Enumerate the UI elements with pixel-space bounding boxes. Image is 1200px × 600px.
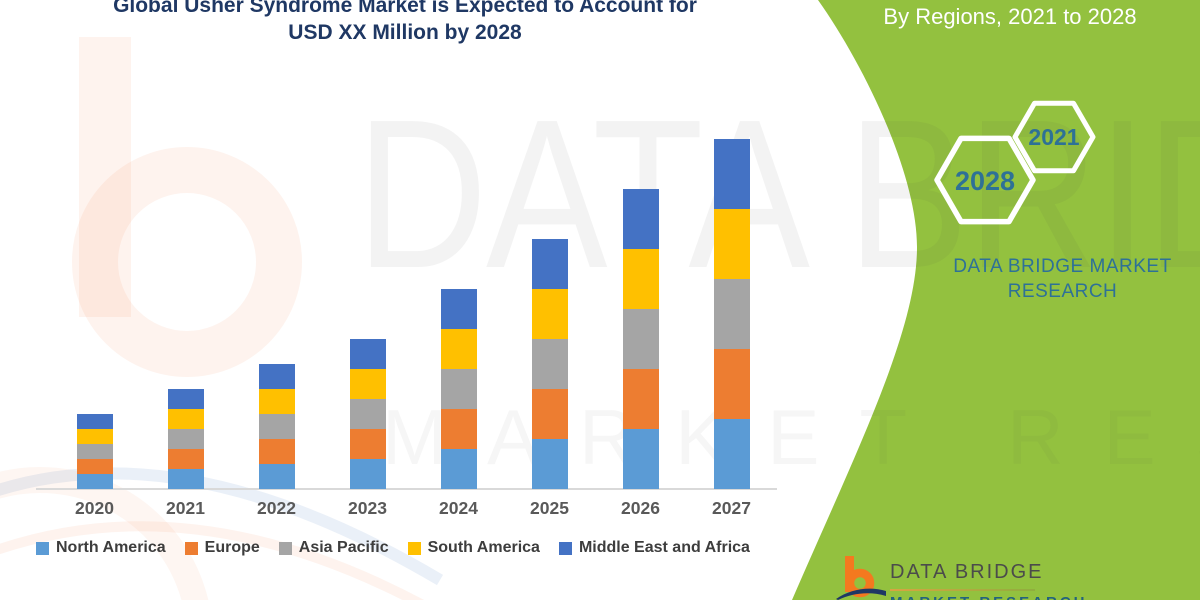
bar-segment-middle-east-and-africa (531, 239, 568, 289)
bar-column-2024: 2024 (413, 130, 504, 518)
x-axis-label-2027: 2027 (712, 498, 751, 518)
bar-column-2022: 2022 (231, 130, 322, 518)
bar-stack-2024 (440, 289, 477, 489)
bar-segment-north-america (349, 459, 386, 489)
footer-logo-name: DATA BRIDGE (890, 561, 1044, 583)
bar-segment-south-america (440, 329, 477, 369)
x-axis-label-2022: 2022 (257, 498, 296, 518)
bar-segment-middle-east-and-africa (440, 289, 477, 329)
legend-item-north-america: North America (36, 539, 166, 557)
bar-stack-2026 (622, 189, 659, 489)
bar-segment-north-america (622, 429, 659, 489)
bar-segment-asia-pacific (76, 444, 113, 459)
legend-label: Europe (204, 539, 260, 556)
bar-segment-south-america (713, 209, 750, 279)
bar-stack-2023 (349, 339, 386, 489)
bar-segment-north-america (76, 474, 113, 489)
bar-segment-asia-pacific (531, 339, 568, 389)
legend-swatch-icon (407, 541, 421, 555)
chart-title-line1: Global Usher Syndrome Market is Expected… (113, 0, 697, 17)
bar-segment-south-america (531, 289, 568, 339)
bar-column-2021: 2021 (140, 130, 231, 518)
bar-segment-south-america (258, 389, 295, 414)
x-axis-label-2026: 2026 (621, 498, 660, 518)
bar-segment-europe (258, 439, 295, 464)
bar-column-2026: 2026 (595, 130, 686, 518)
bar-segment-europe (76, 459, 113, 474)
side-panel-brand-line1: DATA BRIDGE MARKET (953, 256, 1172, 277)
bar-plot-area: 2020 2021 2022 2023 2024 2025 2026 2027 (49, 130, 777, 518)
bar-segment-europe (713, 349, 750, 419)
footer-logo-subname: MARKET RESEARCH (890, 594, 1088, 600)
bar-segment-north-america (531, 439, 568, 489)
chart-title-line2: USD XX Million by 2028 (288, 21, 522, 44)
chart-title: Global Usher Syndrome Market is Expected… (20, 0, 790, 46)
bar-segment-europe (622, 369, 659, 429)
bar-column-2023: 2023 (322, 130, 413, 518)
bar-segment-south-america (622, 249, 659, 309)
watermark-spaced-text: MARKET RESEARCH (382, 393, 1200, 481)
bar-stack-2027 (713, 139, 750, 489)
x-axis-label-2021: 2021 (166, 498, 205, 518)
bar-stack-2022 (258, 364, 295, 489)
bar-segment-middle-east-and-africa (349, 339, 386, 369)
bar-column-2027: 2027 (686, 130, 777, 518)
legend-swatch-icon (278, 541, 292, 555)
footer-swoosh (836, 588, 886, 600)
bar-segment-north-america (258, 464, 295, 489)
x-axis-label-2025: 2025 (530, 498, 569, 518)
bar-segment-asia-pacific (622, 309, 659, 369)
legend-label: Asia Pacific (298, 539, 389, 556)
bar-segment-europe (531, 389, 568, 439)
x-axis-label-2024: 2024 (439, 498, 478, 518)
bar-segment-europe (349, 429, 386, 459)
bar-segment-asia-pacific (167, 429, 204, 449)
x-axis-line (36, 488, 777, 490)
x-axis-label-2023: 2023 (348, 498, 387, 518)
legend-item-middle-east-and-africa: Middle East and Africa (558, 539, 750, 557)
bar-segment-europe (440, 409, 477, 449)
legend-swatch-icon (558, 541, 572, 555)
bar-segment-north-america (440, 449, 477, 489)
bar-segment-asia-pacific (349, 399, 386, 429)
legend-label: North America (56, 539, 166, 556)
footer-logo-icon (836, 556, 886, 600)
legend-swatch-icon (184, 541, 198, 555)
bar-stack-2025 (531, 239, 568, 489)
legend-item-europe: Europe (184, 539, 260, 557)
x-axis-label-2020: 2020 (75, 498, 114, 518)
bar-segment-asia-pacific (713, 279, 750, 349)
bar-segment-south-america (76, 429, 113, 444)
side-panel-brand-line2: RESEARCH (1007, 281, 1118, 302)
bar-segment-asia-pacific (258, 414, 295, 439)
bar-segment-asia-pacific (440, 369, 477, 409)
side-panel-brand: DATA BRIDGE MARKET RESEARCH (940, 254, 1185, 304)
bar-stack-2021 (167, 389, 204, 489)
bar-segment-north-america (167, 469, 204, 489)
bar-column-2020: 2020 (49, 130, 140, 518)
legend-label: Middle East and Africa (578, 539, 750, 556)
side-panel-heading: By Regions, 2021 to 2028 (883, 4, 1137, 29)
chart-legend: North America Europe Asia Pacific South Ame… (36, 539, 750, 557)
legend-label: South America (427, 539, 540, 556)
bar-segment-middle-east-and-africa (258, 364, 295, 389)
hexagon-2028-label: 2028 (954, 166, 1016, 196)
bar-column-2025: 2025 (504, 130, 595, 518)
bar-segment-south-america (167, 409, 204, 429)
bar-segment-middle-east-and-africa (622, 189, 659, 249)
legend-swatch-icon (36, 541, 49, 555)
watermark-swoosh-peach (0, 521, 425, 600)
bar-segment-middle-east-and-africa (713, 139, 750, 209)
legend-item-south-america: South America (407, 539, 540, 557)
bar-segment-middle-east-and-africa (76, 414, 113, 429)
legend-item-asia-pacific: Asia Pacific (278, 539, 389, 557)
bar-segment-north-america (713, 419, 750, 489)
bar-segment-south-america (349, 369, 386, 399)
bar-segment-europe (167, 449, 204, 469)
bar-stack-2020 (76, 414, 113, 489)
bar-segment-middle-east-and-africa (167, 389, 204, 409)
footer-logo-underline (890, 589, 1035, 591)
hexagon-2021-label: 2021 (1028, 124, 1080, 150)
